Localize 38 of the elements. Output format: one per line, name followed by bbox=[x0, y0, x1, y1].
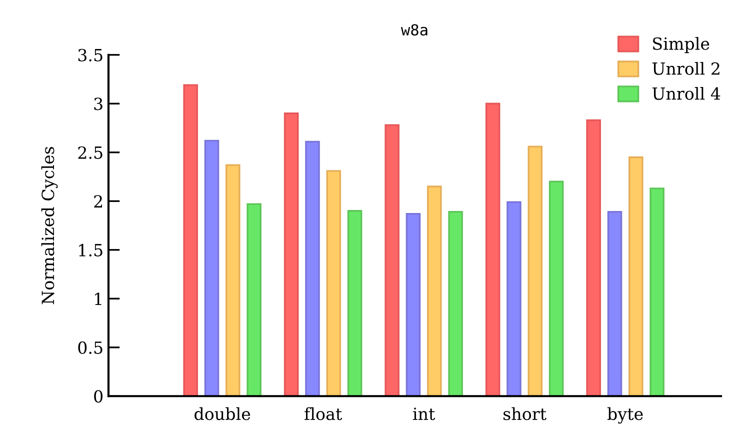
x-tick-label: byte bbox=[607, 407, 643, 424]
x-tick-label: short bbox=[504, 407, 546, 420]
bar bbox=[448, 211, 463, 396]
legend-label: Unroll 2 bbox=[652, 62, 720, 75]
x-tick-label: int bbox=[413, 408, 436, 420]
bar bbox=[284, 112, 299, 396]
bar bbox=[246, 203, 262, 396]
y-tick-label: 1.5 bbox=[79, 244, 102, 256]
legend-label: Simple bbox=[653, 37, 710, 54]
bar bbox=[384, 124, 400, 396]
bar bbox=[485, 102, 500, 396]
y-tick-label: 1 bbox=[95, 292, 102, 305]
bar bbox=[650, 188, 664, 396]
y-tick-label: 2 bbox=[94, 195, 102, 208]
y-tick-label: 3.5 bbox=[78, 48, 102, 62]
bar bbox=[183, 84, 198, 396]
x-tick-label: double bbox=[194, 407, 250, 420]
bar bbox=[506, 201, 522, 396]
legend-label: Unroll 4 bbox=[652, 86, 720, 100]
bar bbox=[528, 146, 543, 396]
bar bbox=[607, 211, 622, 396]
bar bbox=[427, 186, 442, 396]
y-tick-label: 3 bbox=[94, 98, 102, 110]
bar bbox=[406, 212, 421, 396]
bar bbox=[226, 164, 240, 396]
bar bbox=[628, 156, 644, 396]
y-axis-title: Normalized Cycles bbox=[41, 146, 58, 304]
bar bbox=[548, 180, 564, 396]
bar bbox=[326, 170, 342, 396]
x-tick-label: float bbox=[304, 407, 342, 420]
chart-title: w8a bbox=[400, 24, 428, 36]
y-tick-label: 0 bbox=[94, 390, 103, 403]
bar bbox=[586, 119, 601, 396]
y-tick-label: 0.5 bbox=[78, 341, 102, 354]
bar bbox=[204, 140, 220, 396]
bar bbox=[347, 210, 362, 396]
y-tick-label: 2.5 bbox=[78, 146, 102, 159]
bar bbox=[305, 140, 320, 396]
